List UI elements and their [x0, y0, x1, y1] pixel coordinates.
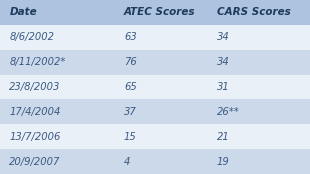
Text: 76: 76 — [124, 57, 137, 67]
Text: 34: 34 — [217, 32, 230, 42]
Text: 13/7/2006: 13/7/2006 — [9, 132, 61, 142]
Text: CARS Scores: CARS Scores — [217, 7, 291, 17]
Text: 26**: 26** — [217, 107, 240, 117]
Text: 4: 4 — [124, 157, 131, 167]
Bar — [0, 99, 310, 124]
Text: ATEC Scores: ATEC Scores — [124, 7, 196, 17]
Text: 21: 21 — [217, 132, 230, 142]
Text: 8/6/2002: 8/6/2002 — [9, 32, 54, 42]
Text: 31: 31 — [217, 82, 230, 92]
Bar — [0, 25, 310, 50]
Text: 17/4/2004: 17/4/2004 — [9, 107, 61, 117]
Text: 8/11/2002*: 8/11/2002* — [9, 57, 66, 67]
Text: 65: 65 — [124, 82, 137, 92]
Text: 23/8/2003: 23/8/2003 — [9, 82, 61, 92]
Text: 63: 63 — [124, 32, 137, 42]
Text: 34: 34 — [217, 57, 230, 67]
Bar — [0, 0, 310, 25]
Text: 37: 37 — [124, 107, 137, 117]
Bar — [0, 75, 310, 99]
Text: 20/9/2007: 20/9/2007 — [9, 157, 61, 167]
Bar — [0, 50, 310, 75]
Bar — [0, 149, 310, 174]
Text: 15: 15 — [124, 132, 137, 142]
Text: 19: 19 — [217, 157, 230, 167]
Bar — [0, 124, 310, 149]
Text: Date: Date — [9, 7, 37, 17]
